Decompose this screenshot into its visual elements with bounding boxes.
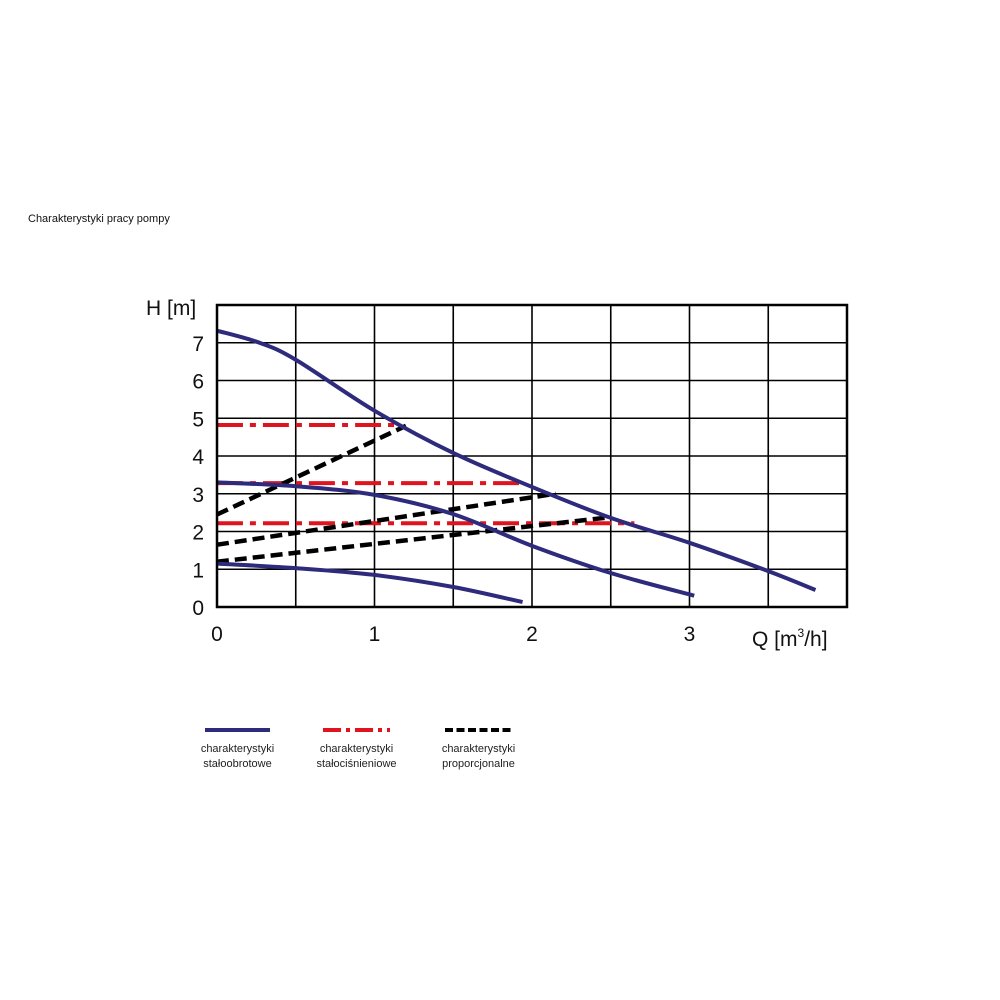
- legend-label-line2: stałoobrotowe: [203, 758, 272, 770]
- y-tick-label: 3: [192, 484, 204, 507]
- y-tick-label: 2: [192, 522, 204, 545]
- x-tick-label: 1: [369, 623, 381, 646]
- plot-frame: [215, 303, 849, 609]
- series-line-proportional: [216, 514, 612, 564]
- y-tick-label: 1: [192, 559, 204, 582]
- series-line-proportional: [216, 423, 407, 517]
- x-axis-label-end: /h]: [804, 628, 827, 651]
- series-line-constant-speed: [216, 328, 817, 592]
- grid: [216, 304, 848, 608]
- x-tick-label: 0: [211, 623, 223, 646]
- y-tick-label: 4: [192, 446, 204, 469]
- x-tick-label: 2: [526, 623, 538, 646]
- x-axis-label-sup: 3: [798, 626, 805, 640]
- series-group: [216, 328, 817, 605]
- y-tick-labels: 0 1 2 3 4 5 6 7: [192, 333, 204, 620]
- x-axis-label: Q [m3/h]: [752, 626, 828, 651]
- legend: charakterystyki stałoobrotowe charakteryst…: [201, 728, 515, 770]
- chart-title: Charakterystyki pracy pompy: [28, 213, 170, 225]
- legend-label-line2: proporcjonalne: [442, 758, 515, 770]
- y-tick-label: 0: [192, 597, 204, 620]
- legend-label-line1: charakterystyki: [320, 743, 393, 755]
- y-axis-label: H [m]: [146, 297, 196, 320]
- series-line-proportional: [216, 491, 556, 547]
- x-tick-label: 3: [684, 623, 696, 646]
- legend-label-line1: charakterystyki: [442, 743, 515, 755]
- series-line-constant-speed: [216, 561, 523, 605]
- x-axis-label-main: Q [m: [752, 628, 798, 651]
- y-tick-label: 5: [192, 408, 204, 431]
- series-line-constant-speed: [216, 480, 695, 598]
- y-tick-label: 6: [192, 371, 204, 394]
- x-tick-labels: 0 1 2 3: [211, 623, 695, 646]
- y-tick-label: 7: [192, 333, 204, 356]
- legend-label-line1: charakterystyki: [201, 743, 274, 755]
- legend-label-line2: stałociśnieniowe: [316, 758, 396, 770]
